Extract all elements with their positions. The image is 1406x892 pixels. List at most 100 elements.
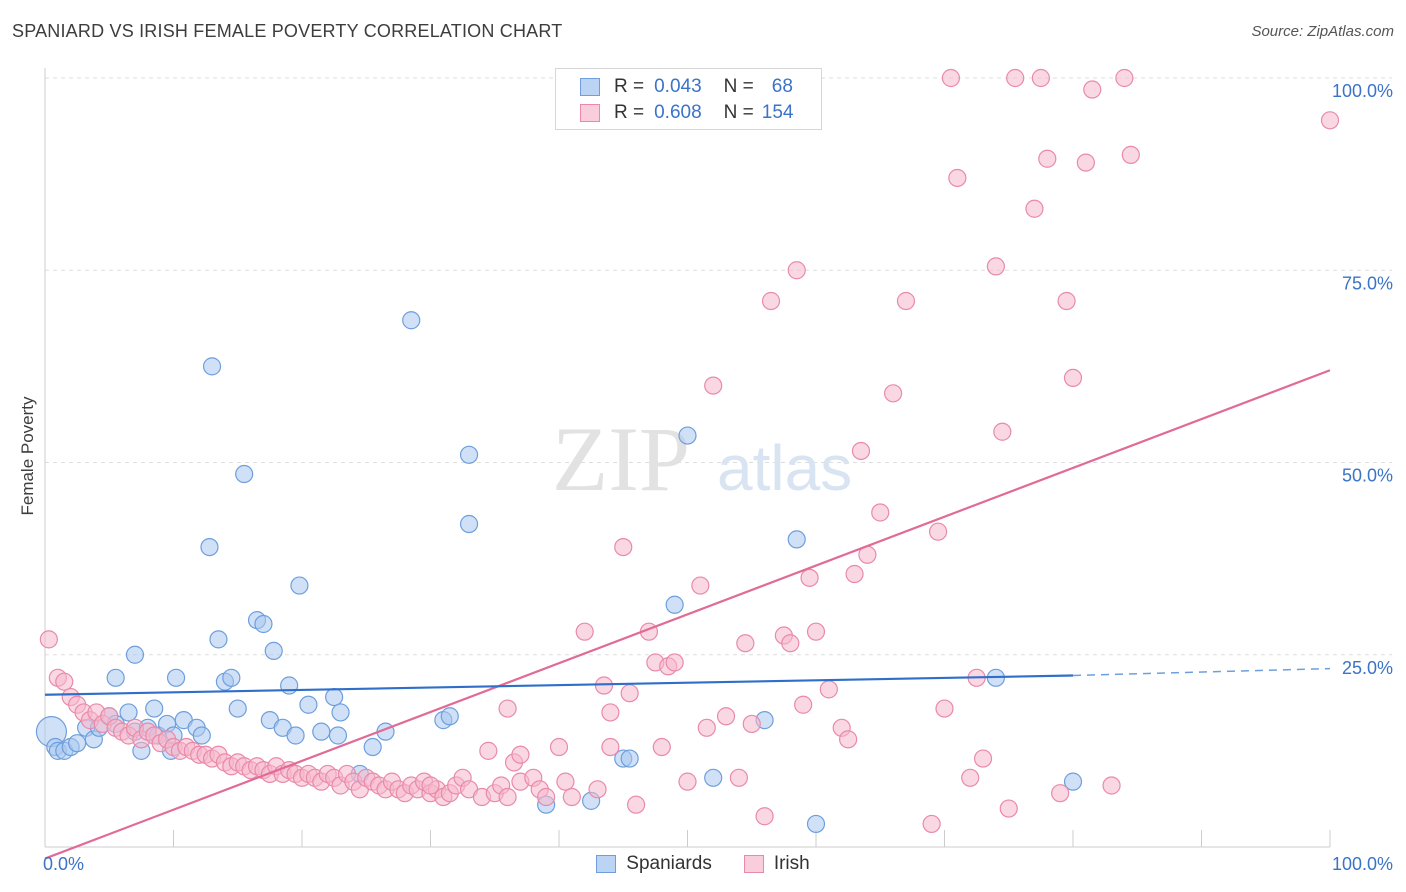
spaniards-point bbox=[1063, 772, 1083, 791]
irish-point bbox=[973, 749, 993, 768]
irish-point bbox=[601, 703, 620, 722]
spaniards-point bbox=[106, 668, 125, 687]
irish-point bbox=[665, 653, 684, 672]
irish-point bbox=[1031, 68, 1050, 88]
spaniards-point bbox=[806, 814, 826, 834]
irish-point bbox=[1076, 153, 1095, 172]
irish-point bbox=[620, 684, 639, 703]
irish-point bbox=[1115, 68, 1134, 88]
spaniards-point bbox=[145, 699, 164, 718]
y-tick-label: 50.0% bbox=[1342, 466, 1393, 486]
irish-point bbox=[851, 441, 871, 461]
legend-n-label: N = bbox=[723, 76, 754, 97]
legend-n-label: N = bbox=[723, 102, 754, 123]
x-tick-label: 100.0% bbox=[1332, 854, 1393, 874]
spaniards-point bbox=[125, 645, 145, 664]
trend-lines bbox=[44, 369, 1331, 860]
irish-point bbox=[755, 807, 774, 826]
spaniards-point bbox=[192, 726, 211, 745]
irish-point bbox=[1320, 111, 1340, 130]
legend-r-label: R = bbox=[614, 76, 645, 97]
legend-r-value: 0.043 bbox=[654, 76, 702, 97]
y-tick-label: 25.0% bbox=[1342, 658, 1393, 678]
legend-r-label: R = bbox=[614, 102, 645, 123]
irish-point bbox=[652, 737, 671, 757]
watermark-zip: ZIP bbox=[552, 408, 690, 510]
irish-point bbox=[1038, 149, 1057, 168]
irish-point bbox=[922, 814, 941, 834]
legend-swatch-irish bbox=[743, 855, 764, 873]
spaniards-trend-line bbox=[44, 674, 1074, 696]
legend-swatch-spaniards bbox=[580, 78, 600, 96]
irish-point bbox=[742, 714, 761, 734]
irish-point bbox=[935, 699, 954, 718]
irish-point bbox=[678, 772, 697, 791]
irish-point bbox=[1057, 291, 1076, 311]
gridlines bbox=[45, 77, 1392, 656]
spaniards-point bbox=[620, 749, 639, 768]
irish-point bbox=[781, 634, 800, 653]
irish-point bbox=[883, 384, 903, 403]
irish-points bbox=[39, 68, 1340, 834]
irish-point bbox=[562, 787, 581, 807]
spaniards-point bbox=[166, 668, 186, 687]
irish-point bbox=[601, 737, 620, 757]
irish-point bbox=[928, 522, 948, 541]
irish-point bbox=[999, 799, 1018, 818]
spaniards-point bbox=[286, 726, 305, 745]
legend-item-irish[interactable]: Irish bbox=[743, 853, 810, 875]
spaniards-point bbox=[222, 668, 241, 687]
irish-point bbox=[961, 768, 980, 787]
irish-point bbox=[800, 568, 819, 587]
irish-point bbox=[704, 376, 723, 395]
legend-label-spaniards: Spaniards bbox=[626, 853, 712, 874]
watermark: ZIP atlas bbox=[552, 408, 852, 510]
irish-point bbox=[806, 622, 826, 641]
legend-n-value: 68 bbox=[771, 76, 793, 97]
irish-point bbox=[511, 745, 530, 764]
watermark-atlas: atlas bbox=[717, 432, 852, 504]
x-tick-label: 0.0% bbox=[43, 854, 84, 874]
irish-point bbox=[896, 291, 916, 311]
spaniards-point bbox=[402, 311, 421, 330]
irish-point bbox=[1025, 199, 1044, 218]
irish-point bbox=[729, 768, 749, 787]
spaniards-point bbox=[328, 726, 348, 745]
spaniards-point bbox=[312, 722, 331, 741]
spaniards-point bbox=[290, 576, 309, 595]
legend-r-value: 0.608 bbox=[654, 102, 702, 123]
irish-point bbox=[819, 680, 838, 699]
irish-point bbox=[1121, 145, 1140, 164]
spaniards-trend-extension bbox=[1072, 667, 1331, 677]
irish-point bbox=[594, 676, 614, 695]
irish-point bbox=[537, 787, 556, 807]
irish-point bbox=[787, 261, 806, 280]
irish-point bbox=[549, 737, 569, 757]
spaniards-point bbox=[363, 737, 382, 757]
spaniards-point bbox=[440, 707, 459, 726]
spaniards-point bbox=[119, 703, 138, 722]
irish-point bbox=[498, 787, 517, 807]
irish-point bbox=[1083, 80, 1102, 99]
spaniards-point bbox=[200, 537, 219, 557]
irish-point bbox=[39, 630, 58, 649]
spaniards-point bbox=[325, 687, 344, 707]
spaniards-point bbox=[264, 641, 283, 661]
spaniards-point bbox=[678, 426, 697, 445]
spaniards-point bbox=[235, 464, 254, 484]
spaniards-point bbox=[280, 676, 299, 695]
spaniards-point bbox=[202, 357, 222, 376]
legend-item-spaniards[interactable]: Spaniards bbox=[596, 853, 712, 875]
legend-swatch-spaniards bbox=[596, 855, 617, 873]
irish-point bbox=[588, 780, 607, 799]
irish-point bbox=[421, 776, 440, 795]
irish-point bbox=[871, 503, 890, 522]
stats-legend: R = 0.043 N = 68 R = 0.608 N = 154 bbox=[555, 68, 822, 130]
irish-point bbox=[736, 634, 755, 653]
spaniards-point bbox=[68, 734, 87, 753]
irish-point bbox=[1006, 68, 1025, 88]
spaniards-point bbox=[331, 703, 350, 722]
irish-point bbox=[1102, 776, 1121, 795]
spaniards-point bbox=[459, 514, 479, 534]
irish-point bbox=[761, 291, 781, 311]
